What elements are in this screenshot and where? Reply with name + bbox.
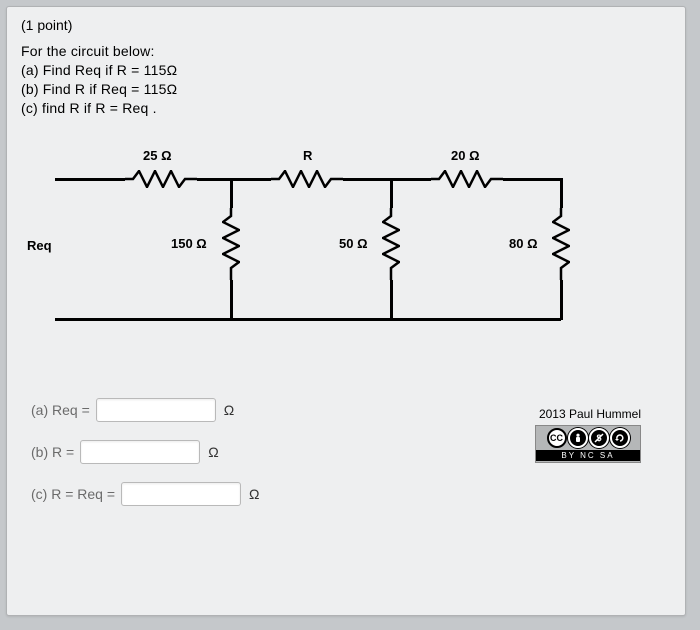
wire [390, 280, 393, 320]
wire [391, 178, 431, 181]
answer-c-unit: Ω [249, 486, 259, 502]
resistor-top2-label: R [303, 148, 312, 163]
wire [55, 178, 105, 181]
answer-b-input[interactable] [80, 440, 200, 464]
answer-a-input[interactable] [96, 398, 216, 422]
answer-c-input[interactable] [121, 482, 241, 506]
wire [560, 280, 563, 320]
resistor-top3-label: 20 Ω [451, 148, 480, 163]
resistor-v1 [222, 208, 240, 280]
wire [231, 178, 271, 181]
credit-text: 2013 Paul Hummel [539, 407, 641, 421]
cc-icons: CC $ [547, 428, 630, 448]
resistor-v3 [552, 208, 570, 280]
answer-c-label: (c) R = Req = [31, 486, 115, 502]
resistor-top1 [125, 170, 197, 188]
cc-subline: BY NC SA [536, 450, 640, 461]
resistor-top2 [271, 170, 343, 188]
resistor-top3 [431, 170, 503, 188]
answer-a-label: (a) Req = [31, 402, 90, 418]
prompt-c: (c) find R if R = Req . [21, 100, 671, 116]
wire [503, 178, 561, 181]
prompt-intro: For the circuit below: [21, 43, 671, 59]
cc-icon: CC [547, 428, 567, 448]
wire [105, 318, 561, 321]
wire [197, 178, 231, 181]
resistor-top1-label: 25 Ω [143, 148, 172, 163]
problem-page: (1 point) For the circuit below: (a) Fin… [6, 6, 686, 616]
answer-row-c: (c) R = Req = Ω [31, 482, 671, 506]
req-label: Req [27, 238, 52, 253]
resistor-v3-label: 80 Ω [509, 236, 538, 251]
wire [55, 318, 105, 321]
answer-a-unit: Ω [224, 402, 234, 418]
nc-icon: $ [589, 428, 609, 448]
wire [343, 178, 391, 181]
by-icon [568, 428, 588, 448]
answer-b-label: (b) R = [31, 444, 74, 460]
resistor-v2-label: 50 Ω [339, 236, 368, 251]
wire [230, 280, 233, 320]
wire [230, 178, 233, 208]
resistor-v2 [382, 208, 400, 280]
answer-b-unit: Ω [208, 444, 218, 460]
prompt-b: (b) Find R if Req = 115Ω [21, 81, 671, 97]
sa-icon [610, 428, 630, 448]
wire [105, 178, 125, 181]
points-text: (1 point) [21, 17, 671, 33]
cc-license-badge: CC $ BY NC SA [535, 425, 641, 463]
resistor-v1-label: 150 Ω [171, 236, 207, 251]
prompt-a: (a) Find Req if R = 115Ω [21, 62, 671, 78]
wire [390, 178, 393, 208]
circuit-diagram: Req 25 Ω R 20 Ω 150 Ω [31, 138, 601, 368]
wire [560, 178, 563, 208]
